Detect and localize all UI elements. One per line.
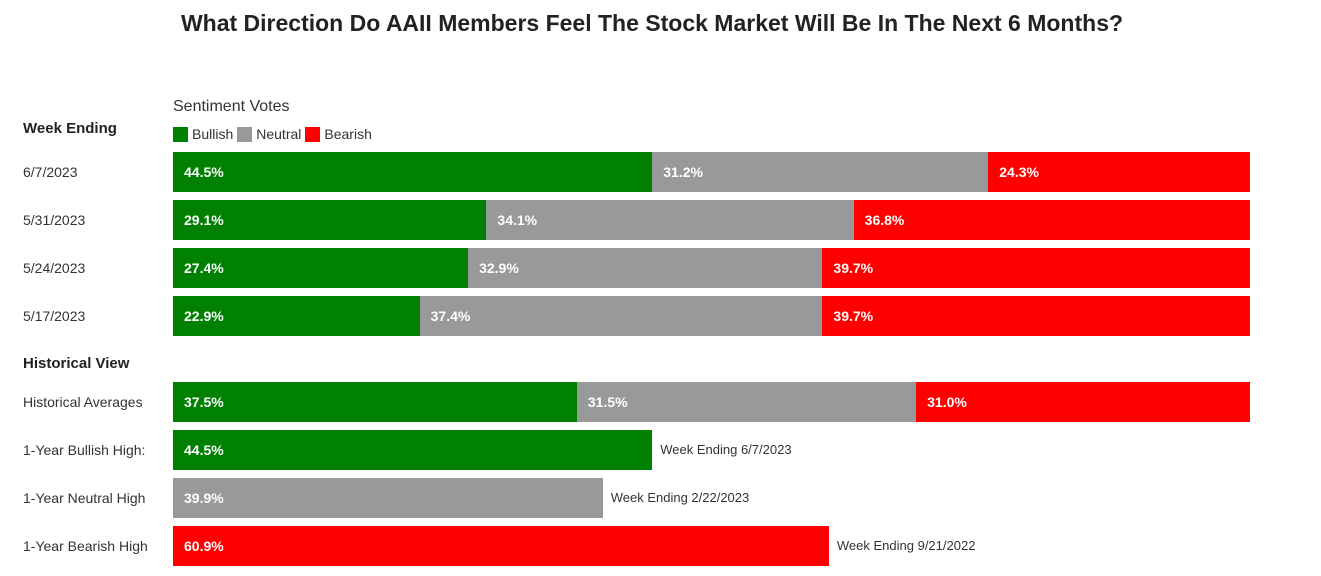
chart-subtitle: Sentiment Votes — [173, 98, 290, 115]
one-year-bearish-high-data-label: 60.9% — [184, 538, 224, 554]
one-year-bearish-high-bar: 60.9% — [173, 526, 829, 566]
week-row-2-neutral-data-label: 34.1% — [497, 212, 538, 228]
legend-swatch-bearish — [305, 126, 321, 142]
legend-item-bearish: Bearish — [305, 126, 372, 142]
legend: Bullish Neutral Bearish — [173, 126, 376, 142]
week-row-1-bullish-data-label: 44.5% — [184, 164, 224, 180]
one-year-neutral-high-label: 1-Year Neutral High — [23, 490, 146, 506]
week-row-4-label: 5/17/2023 — [23, 308, 86, 324]
week-row-3-bullish-segment: 27.4% — [173, 248, 469, 288]
week-row-2-bearish-segment: 36.8% — [853, 200, 1250, 240]
historical-averages-bullish-segment: 37.5% — [173, 382, 577, 422]
week-row-2-bearish-data-label: 36.8% — [864, 212, 905, 228]
week-row-1-neutral-data-label: 31.2% — [663, 164, 703, 180]
legend-swatch-bullish — [173, 126, 188, 142]
week-row-2-bullish-data-label: 29.1% — [184, 212, 224, 228]
week-row-4-bearish-data-label: 39.7% — [833, 308, 874, 324]
week-row-3-bearish-data-label: 39.7% — [833, 260, 874, 276]
week-row-3-neutral-data-label: 32.9% — [479, 260, 519, 276]
week-row-2-neutral-segment: 34.1% — [486, 200, 854, 240]
legend-item-bullish: Bullish — [173, 126, 233, 142]
week-row-2-bar: 29.1% 34.1% 36.8% — [173, 200, 1250, 240]
legend-label-neutral: Neutral — [256, 126, 302, 142]
chart-title: What Direction Do AAII Members Feel The … — [180, 10, 1124, 36]
week-row-4-bullish-segment: 22.9% — [173, 296, 420, 336]
historical-averages-bar: 37.5% 31.5% 31.0% — [173, 382, 1250, 422]
one-year-bullish-high-label: 1-Year Bullish High: — [23, 442, 146, 458]
week-row-3-neutral-segment: 32.9% — [468, 248, 823, 288]
historical-averages-neutral-data-label: 31.5% — [587, 394, 628, 410]
week-row-2-bullish-segment: 29.1% — [173, 200, 487, 240]
one-year-bullish-high-week-note: Week Ending 6/7/2023 — [660, 442, 792, 457]
week-row-4-neutral-data-label: 37.4% — [430, 308, 471, 324]
week-row-4-bar: 22.9% 37.4% 39.7% — [173, 296, 1250, 336]
week-row-3-bullish-data-label: 27.4% — [184, 260, 224, 276]
one-year-bullish-high-bar: 44.5% — [173, 430, 653, 470]
historical-view-heading: Historical View — [23, 355, 130, 372]
historical-averages-bearish-segment: 31.0% — [916, 382, 1250, 422]
historical-averages-label: Historical Averages — [23, 394, 143, 410]
week-row-1-bearish-segment: 24.3% — [988, 152, 1250, 192]
one-year-neutral-high-data-label: 39.9% — [184, 490, 224, 506]
week-row-4-neutral-segment: 37.4% — [419, 296, 823, 336]
week-row-1-neutral-segment: 31.2% — [652, 152, 989, 192]
week-row-3-label: 5/24/2023 — [23, 260, 86, 276]
one-year-bearish-high-week-note: Week Ending 9/21/2022 — [836, 538, 976, 553]
historical-averages-bearish-data-label: 31.0% — [927, 394, 967, 410]
legend-label-bullish: Bullish — [192, 126, 234, 142]
legend-label-bearish: Bearish — [324, 126, 372, 142]
week-row-1-bullish-segment: 44.5% — [173, 152, 653, 192]
week-row-3-bearish-segment: 39.7% — [822, 248, 1250, 288]
one-year-bullish-high-data-label: 44.5% — [184, 442, 224, 458]
week-row-4-bearish-segment: 39.7% — [822, 296, 1250, 336]
one-year-bearish-high-label: 1-Year Bearish High — [23, 538, 148, 554]
week-ending-heading: Week Ending — [23, 120, 117, 137]
legend-item-neutral: Neutral — [237, 126, 301, 142]
historical-averages-bullish-data-label: 37.5% — [184, 394, 224, 410]
legend-swatch-neutral — [237, 126, 253, 142]
week-row-1-bar: 44.5% 31.2% 24.3% — [173, 152, 1250, 192]
one-year-neutral-high-week-note: Week Ending 2/22/2023 — [610, 490, 750, 505]
one-year-neutral-high-bar: 39.9% — [173, 478, 603, 518]
week-row-2-label: 5/31/2023 — [23, 212, 86, 228]
week-row-1-bearish-data-label: 24.3% — [999, 164, 1039, 180]
week-row-4-bullish-data-label: 22.9% — [184, 308, 224, 324]
week-row-1-label: 6/7/2023 — [23, 164, 78, 180]
week-row-3-bar: 27.4% 32.9% 39.7% — [173, 248, 1250, 288]
historical-averages-neutral-segment: 31.5% — [576, 382, 917, 422]
